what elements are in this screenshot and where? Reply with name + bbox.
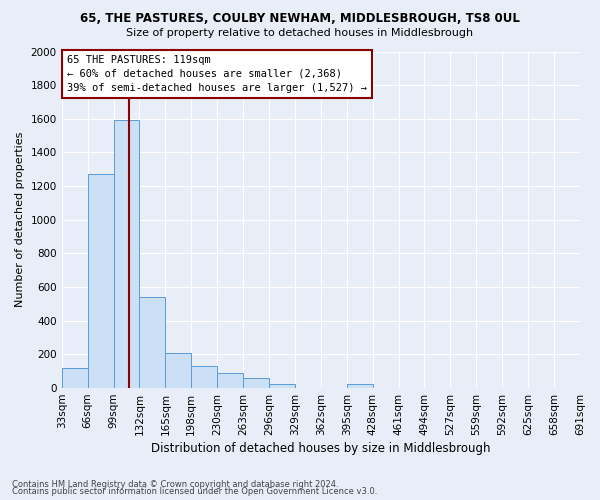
Bar: [269, 384, 295, 388]
Text: Contains public sector information licensed under the Open Government Licence v3: Contains public sector information licen…: [12, 487, 377, 496]
Bar: [139, 297, 166, 388]
Bar: [347, 384, 373, 388]
Bar: [217, 373, 243, 388]
Y-axis label: Number of detached properties: Number of detached properties: [15, 132, 25, 308]
Bar: [62, 368, 88, 388]
Bar: [113, 120, 139, 388]
Bar: [166, 352, 191, 388]
Bar: [243, 378, 269, 388]
Text: Contains HM Land Registry data © Crown copyright and database right 2024.: Contains HM Land Registry data © Crown c…: [12, 480, 338, 489]
Text: Size of property relative to detached houses in Middlesbrough: Size of property relative to detached ho…: [127, 28, 473, 38]
Bar: [88, 174, 113, 388]
X-axis label: Distribution of detached houses by size in Middlesbrough: Distribution of detached houses by size …: [151, 442, 491, 455]
Text: 65, THE PASTURES, COULBY NEWHAM, MIDDLESBROUGH, TS8 0UL: 65, THE PASTURES, COULBY NEWHAM, MIDDLES…: [80, 12, 520, 26]
Bar: [191, 366, 217, 388]
Text: 65 THE PASTURES: 119sqm
← 60% of detached houses are smaller (2,368)
39% of semi: 65 THE PASTURES: 119sqm ← 60% of detache…: [67, 55, 367, 93]
